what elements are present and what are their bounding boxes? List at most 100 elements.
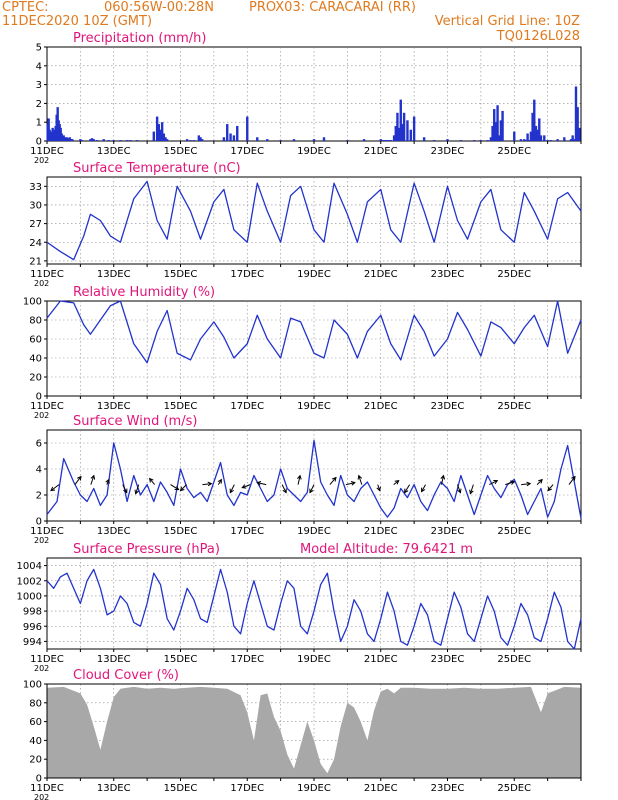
temperature-title: Surface Temperature (nC) bbox=[73, 161, 241, 176]
wind-arrow-shaft bbox=[90, 475, 95, 485]
wind-arrow bbox=[329, 476, 337, 485]
temperature-xtick-label: 19DEC bbox=[297, 269, 331, 280]
precipitation-bar bbox=[159, 129, 162, 141]
precipitation-bar bbox=[578, 127, 581, 141]
pressure-ytick-label: 1000 bbox=[17, 591, 42, 602]
wind-arrow bbox=[50, 484, 60, 492]
precipitation-bar bbox=[556, 139, 559, 141]
precipitation-xtick-label: 13DEC bbox=[97, 146, 131, 157]
wind-arrow-shaft bbox=[180, 484, 187, 491]
wind-arrow-shaft bbox=[229, 484, 235, 493]
wind-arrow bbox=[376, 484, 381, 492]
precipitation-bar bbox=[60, 133, 63, 141]
pressure-ytick-label: 1002 bbox=[17, 576, 42, 587]
wind-arrow-head bbox=[282, 488, 287, 494]
cloud-cover-ytick-label: 60 bbox=[29, 717, 42, 728]
wind-arrow bbox=[241, 484, 251, 489]
pressure-ytick-label: 994 bbox=[23, 637, 42, 648]
precipitation-bar bbox=[576, 107, 579, 141]
precipitation-bar bbox=[157, 124, 161, 141]
humidity-xtick-label: 25DEC bbox=[497, 401, 531, 412]
precipitation-bar bbox=[322, 137, 326, 141]
humidity-xtick-label: 19DEC bbox=[297, 401, 331, 412]
precipitation-panel: 0 1 2 3 4 5 11DEC 13DEC 15DEC 17DEC 19DEC 21DEC 23DE… bbox=[30, 31, 582, 165]
precipitation-bar bbox=[486, 140, 489, 141]
wind-ytick-label: 6 bbox=[36, 439, 42, 450]
wind-ytick-label: 0 bbox=[36, 517, 42, 528]
wind-arrow-head bbox=[297, 474, 302, 480]
pressure-ytick-label: 1004 bbox=[17, 561, 42, 572]
wind-arrow-head bbox=[457, 488, 462, 494]
wind-arrow bbox=[281, 484, 287, 494]
header-station: PROX03: CARACARAI (RR) bbox=[249, 0, 416, 15]
wind-arrow bbox=[456, 484, 462, 494]
precipitation-xtick-label: 21DEC bbox=[364, 146, 398, 157]
precipitation-bar bbox=[192, 140, 196, 141]
precipitation-bar bbox=[526, 133, 529, 141]
humidity-ytick-label: 0 bbox=[36, 392, 42, 403]
precipitation-bar bbox=[574, 86, 578, 141]
cloud-cover-year-stub: 202 bbox=[34, 793, 49, 800]
precipitation-bar bbox=[199, 137, 202, 141]
precipitation-bar bbox=[125, 140, 129, 141]
precipitation-bar bbox=[379, 139, 382, 141]
precipitation-bar bbox=[446, 139, 449, 141]
precipitation-bar bbox=[534, 125, 538, 141]
precipitation-xtick-label: 19DEC bbox=[297, 146, 331, 157]
humidity-ytick-label: 80 bbox=[29, 316, 42, 327]
header-init-time: 11DEC2020 10Z (GMT) bbox=[2, 14, 152, 29]
precipitation-ytick-label: 4 bbox=[36, 61, 42, 72]
wind-xtick-label: 15DEC bbox=[164, 526, 198, 537]
precipitation-bar bbox=[384, 140, 387, 141]
precipitation-bar bbox=[489, 137, 493, 141]
wind-arrow-head bbox=[123, 488, 128, 494]
cloud-cover-xtick-label: 21DEC bbox=[364, 783, 398, 794]
temperature-panel: 21 24 27 30 33 11DEC 13DEC 15DEC 17DEC 19DEC 21DEC… bbox=[29, 161, 582, 288]
wind-arrow-shaft bbox=[281, 484, 287, 493]
temperature-xtick-label: 15DEC bbox=[164, 269, 198, 280]
wind-arrow bbox=[536, 478, 543, 485]
wind-arrow bbox=[74, 475, 82, 485]
wind-arrow bbox=[309, 484, 315, 494]
temperature-xtick-label: 17DEC bbox=[230, 269, 264, 280]
temperature-ytick-label: 24 bbox=[29, 238, 42, 249]
precipitation-bar bbox=[519, 139, 523, 141]
pressure-xtick-label: 17DEC bbox=[230, 654, 264, 665]
precipitation-bar bbox=[256, 137, 259, 141]
cloud-cover-ytick-label: 0 bbox=[36, 774, 42, 785]
precipitation-bar bbox=[266, 139, 269, 141]
humidity-ytick-label: 40 bbox=[29, 354, 42, 365]
precipitation-bar bbox=[387, 140, 391, 141]
wind-arrow-head bbox=[309, 488, 314, 494]
wind-xtick-label: 23DEC bbox=[431, 526, 465, 537]
wind-arrow-shaft bbox=[521, 483, 531, 486]
wind-xtick-label: 17DEC bbox=[230, 526, 264, 537]
wind-arrow-head bbox=[241, 484, 247, 489]
wind-arrow-shaft bbox=[505, 481, 515, 486]
precipitation-bar bbox=[236, 125, 239, 141]
precipitation-bar bbox=[162, 133, 166, 141]
humidity-ytick-label: 20 bbox=[29, 373, 42, 384]
wind-arrow bbox=[489, 479, 499, 486]
pressure-series-line bbox=[46, 568, 582, 650]
precipitation-bar bbox=[539, 135, 543, 141]
temperature-series-line bbox=[46, 180, 582, 261]
wind-arrow-head bbox=[90, 474, 96, 480]
wind-arrow bbox=[105, 478, 110, 485]
precipitation-ytick-label: 0 bbox=[36, 137, 42, 148]
precipitation-bar bbox=[69, 139, 73, 141]
wind-arrow-head bbox=[440, 474, 446, 480]
wind-arrow-head bbox=[469, 489, 474, 495]
precipitation-bar bbox=[66, 138, 69, 141]
precipitation-bar bbox=[292, 139, 296, 141]
wind-arrow-shaft bbox=[242, 484, 251, 489]
wind-arrow bbox=[179, 484, 187, 492]
wind-arrow bbox=[404, 484, 411, 494]
wind-arrow bbox=[229, 484, 235, 494]
temperature-ytick-label: 33 bbox=[29, 182, 42, 193]
pressure-title: Surface Pressure (hPa) bbox=[73, 542, 220, 557]
cloud-cover-ytick-label: 80 bbox=[29, 698, 42, 709]
cloud-cover-xtick-label: 25DEC bbox=[497, 783, 531, 794]
wind-xtick-label: 11DEC bbox=[30, 526, 64, 537]
pressure-panel: 994 996 998 1000 1002 1004 11DEC 13DEC 15DEC 17DE… bbox=[17, 542, 582, 673]
